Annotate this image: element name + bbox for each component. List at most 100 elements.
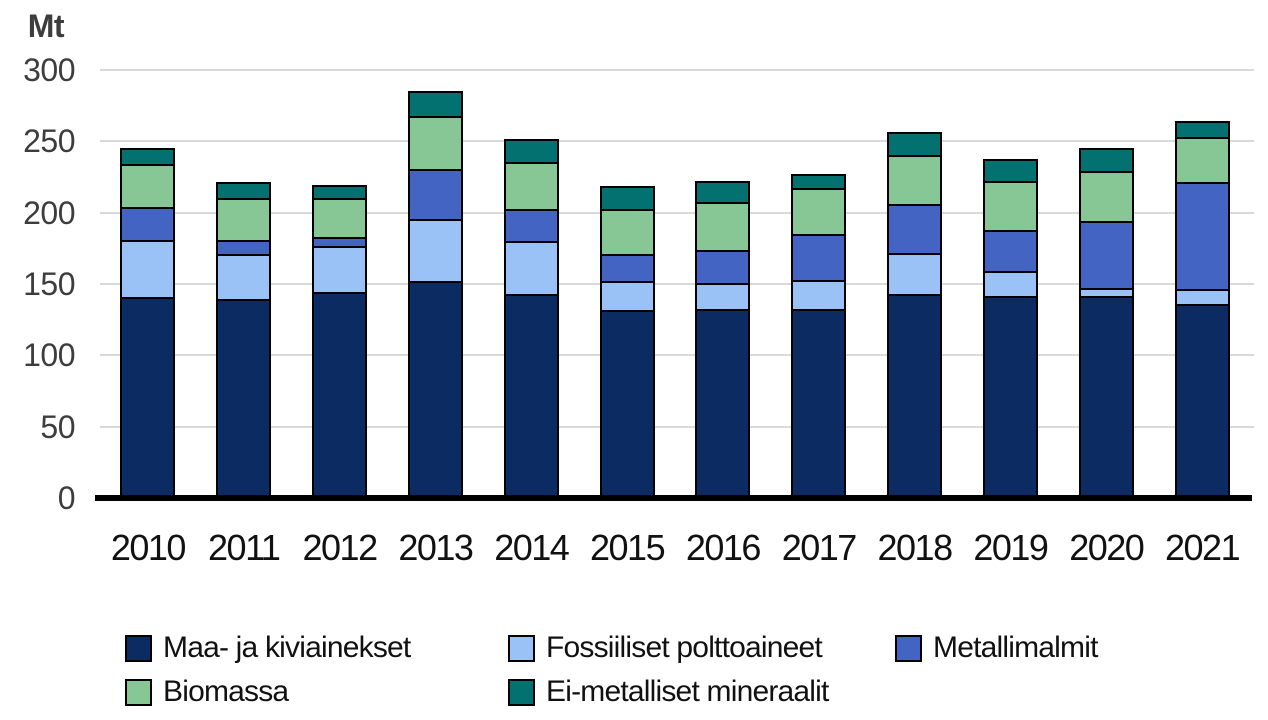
bar-segment-metallimalmit: [218, 240, 270, 255]
bar-segment-ei-metalliset-mineraalit: [889, 134, 941, 156]
bar-segment-metallimalmit: [984, 229, 1036, 271]
bar-segment-biomassa: [505, 162, 557, 209]
x-tick-label-2013: 2013: [398, 527, 474, 568]
bar-2019: [982, 159, 1038, 498]
legend-item-ei-metalliset-mineraalit: Ei-metalliset mineraalit: [508, 675, 895, 709]
bar-segment-fossiiliset-polttoaineet: [1080, 288, 1132, 296]
bar-segment-biomassa: [793, 188, 845, 235]
x-axis-line: [95, 495, 1252, 501]
bar-segment-maa-ja-kiviainekset: [601, 310, 653, 496]
bar-segment-ei-metalliset-mineraalit: [697, 182, 749, 203]
x-tick-label-2016: 2016: [685, 527, 762, 568]
x-tick-label-2019: 2019: [973, 527, 1049, 568]
y-tick-label-0: 0: [57, 480, 76, 516]
x-tick-label-2012: 2012: [302, 527, 379, 568]
bar-2015: [599, 186, 655, 498]
legend-item-metallimalmit: Metallimalmit: [895, 631, 1098, 665]
bar-segment-ei-metalliset-mineraalit: [122, 149, 174, 164]
legend-label: Metallimalmit: [933, 631, 1098, 664]
bar-segment-maa-ja-kiviainekset: [889, 294, 941, 496]
bar-2016: [695, 180, 751, 498]
bar-segment-metallimalmit: [697, 249, 749, 284]
x-tick-label-2010: 2010: [110, 527, 187, 568]
gridline-250: [100, 140, 1254, 143]
legend-item-fossiiliset-polttoaineet: Fossiiliset polttoaineet: [508, 631, 895, 665]
bar-segment-maa-ja-kiviainekset: [697, 308, 749, 496]
bar-2011: [216, 182, 272, 498]
bar-segment-fossiiliset-polttoaineet: [505, 241, 557, 295]
y-tick-label-200: 200: [23, 194, 75, 231]
bar-segment-maa-ja-kiviainekset: [793, 308, 845, 496]
x-tick-label-2021: 2021: [1165, 527, 1241, 568]
bar-segment-fossiiliset-polttoaineet: [218, 254, 270, 300]
bar-2021: [1174, 120, 1230, 498]
bar-segment-fossiiliset-polttoaineet: [697, 283, 749, 309]
bar-segment-fossiiliset-polttoaineet: [1176, 289, 1228, 304]
bar-segment-metallimalmit: [314, 237, 366, 247]
bar-segment-biomassa: [122, 163, 174, 208]
plot-area: [95, 69, 1254, 501]
bar-2010: [120, 147, 176, 498]
bar-segment-maa-ja-kiviainekset: [314, 292, 366, 497]
bar-segment-fossiiliset-polttoaineet: [601, 280, 653, 311]
legend-label: Ei-metalliset mineraalit: [546, 675, 829, 708]
bar-segment-fossiiliset-polttoaineet: [793, 280, 845, 309]
gridline-50: [100, 425, 1254, 428]
legend-item-biomassa: Biomassa: [125, 675, 508, 709]
bar-segment-maa-ja-kiviainekset: [1080, 295, 1132, 496]
bar-segment-ei-metalliset-mineraalit: [793, 175, 845, 189]
legend-label: Fossiiliset polttoaineet: [546, 631, 823, 664]
bar-segment-maa-ja-kiviainekset: [122, 297, 174, 496]
y-tick-label-100: 100: [23, 337, 75, 374]
bar-segment-metallimalmit: [122, 207, 174, 240]
bar-segment-maa-ja-kiviainekset: [984, 296, 1036, 496]
bar-2020: [1078, 147, 1134, 498]
gridline-100: [100, 354, 1254, 357]
legend-swatch-maa-ja-kiviainekset: [125, 634, 152, 662]
bar-segment-fossiiliset-polttoaineet: [122, 239, 174, 298]
bar-segment-metallimalmit: [505, 208, 557, 242]
bar-2018: [887, 132, 943, 498]
bar-segment-ei-metalliset-mineraalit: [505, 141, 557, 163]
y-tick-label-250: 250: [23, 123, 75, 160]
bar-segment-maa-ja-kiviainekset: [218, 299, 270, 496]
legend-label: Biomassa: [163, 675, 289, 708]
bar-segment-biomassa: [218, 197, 270, 240]
gridline-300: [100, 69, 1254, 71]
legend-swatch-biomassa: [125, 678, 152, 706]
x-tick-label-2020: 2020: [1069, 527, 1145, 568]
bar-2017: [791, 173, 847, 498]
bar-segment-biomassa: [1080, 170, 1132, 222]
y-axis-unit-label: Mt: [27, 8, 65, 44]
legend-swatch-metallimalmit: [895, 634, 922, 662]
bar-segment-fossiiliset-polttoaineet: [409, 219, 461, 282]
bar-segment-ei-metalliset-mineraalit: [1176, 122, 1228, 137]
bar-segment-ei-metalliset-mineraalit: [409, 92, 461, 117]
y-tick-label-300: 300: [23, 52, 75, 88]
gridline-200: [100, 211, 1254, 214]
bar-segment-ei-metalliset-mineraalit: [984, 161, 1036, 181]
bar-segment-metallimalmit: [889, 204, 941, 254]
bar-segment-fossiiliset-polttoaineet: [314, 246, 366, 293]
legend-swatch-ei-metalliset-mineraalit: [508, 678, 535, 706]
bar-segment-biomassa: [697, 202, 749, 250]
bar-segment-fossiiliset-polttoaineet: [984, 270, 1036, 297]
x-tick-label-2018: 2018: [877, 527, 954, 568]
bar-2012: [312, 185, 368, 498]
bar-segment-metallimalmit: [1176, 181, 1228, 290]
bar-segment-biomassa: [889, 155, 941, 205]
legend-swatch-fossiiliset-polttoaineet: [508, 634, 535, 662]
bar-segment-fossiiliset-polttoaineet: [889, 253, 941, 295]
bar-2013: [407, 90, 463, 498]
bar-segment-metallimalmit: [1080, 221, 1132, 289]
x-tick-label-2015: 2015: [590, 527, 666, 568]
bar-segment-biomassa: [984, 180, 1036, 230]
bar-segment-maa-ja-kiviainekset: [505, 294, 557, 496]
x-tick-label-2017: 2017: [781, 527, 858, 568]
bar-segment-metallimalmit: [601, 253, 653, 281]
bar-segment-ei-metalliset-mineraalit: [1080, 149, 1132, 171]
legend-label: Maa- ja kiviainekset: [163, 631, 411, 664]
bar-segment-maa-ja-kiviainekset: [1176, 303, 1228, 496]
gridline-150: [100, 283, 1254, 285]
